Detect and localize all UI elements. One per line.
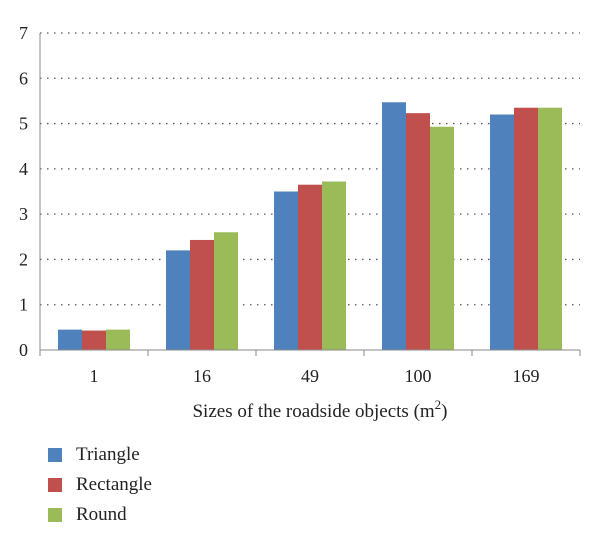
- legend-item-rectangle: Rectangle: [48, 470, 152, 500]
- bar-round-49: [322, 181, 346, 350]
- bar-round-169: [538, 107, 562, 350]
- y-axis-ticks: 0 1 2 3 4 5 6 7: [19, 23, 28, 360]
- bar-rectangle-100: [406, 113, 430, 350]
- legend-swatch-triangle: [48, 448, 62, 462]
- y-tick-label-4: 4: [19, 159, 28, 179]
- bar-triangle-16: [166, 250, 190, 350]
- legend-label-round: Round: [76, 504, 127, 525]
- bar-triangle-100: [382, 102, 406, 350]
- x-tick-label-1: 1: [90, 366, 99, 386]
- bars: [58, 102, 562, 351]
- bar-triangle-49: [274, 191, 298, 350]
- x-axis-title: Sizes of the roadside objects (m2): [192, 397, 447, 422]
- x-axis-ticks: 1 16 49 100 169: [39, 350, 581, 386]
- bar-rectangle-16: [190, 239, 214, 350]
- y-tick-label-7: 7: [19, 23, 28, 43]
- legend-swatch-rectangle: [48, 478, 62, 492]
- legend-label-rectangle: Rectangle: [76, 474, 152, 495]
- legend-item-triangle: Triangle: [48, 440, 152, 470]
- y-tick-label-0: 0: [19, 340, 28, 360]
- x-tick-label-49: 49: [301, 366, 319, 386]
- x-tick-label-169: 169: [513, 366, 540, 386]
- y-tick-label-1: 1: [19, 295, 28, 315]
- bar-rectangle-169: [514, 107, 538, 350]
- bar-triangle-169: [490, 114, 514, 350]
- legend: Triangle Rectangle Round: [48, 440, 152, 530]
- y-tick-label-6: 6: [19, 68, 28, 88]
- y-tick-label-2: 2: [19, 249, 28, 269]
- bar-rectangle-49: [298, 184, 322, 350]
- x-tick-label-100: 100: [405, 366, 432, 386]
- bar-round-1: [106, 329, 130, 350]
- bar-round-16: [214, 232, 238, 350]
- bar-round-100: [430, 126, 454, 351]
- x-tick-label-16: 16: [193, 366, 211, 386]
- legend-label-triangle: Triangle: [76, 444, 140, 465]
- y-tick-label-5: 5: [19, 114, 28, 134]
- legend-swatch-round: [48, 508, 62, 522]
- legend-item-round: Round: [48, 500, 152, 530]
- bar-triangle-1: [58, 329, 82, 350]
- bar-rectangle-1: [82, 330, 106, 350]
- y-tick-label-3: 3: [19, 204, 28, 224]
